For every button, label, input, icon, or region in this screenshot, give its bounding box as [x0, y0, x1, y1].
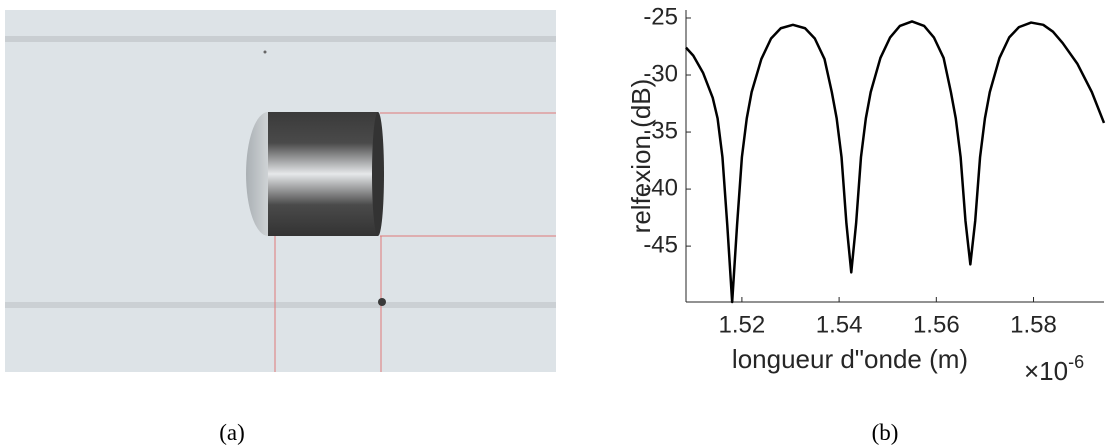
caption: (a) — [219, 420, 245, 445]
x-tick-label: 1.54 — [816, 311, 863, 338]
x-tick-label: 1.58 — [1010, 311, 1057, 338]
y-tick-label: -30 — [643, 60, 678, 87]
caption: (b) — [872, 420, 899, 445]
x-tick-label: 1.52 — [719, 311, 766, 338]
x-multiplier-power: -6 — [1068, 352, 1084, 372]
y-tick-label: -45 — [643, 231, 678, 258]
y-axis-label: relfexion (dB) — [626, 79, 656, 234]
x-multiplier: ×10-6 — [1024, 352, 1084, 386]
y-tick-label: -25 — [643, 3, 678, 30]
x-axis-label: longueur d"onde (m) — [732, 344, 968, 374]
y-tick-label: -35 — [643, 117, 678, 144]
data-line — [685, 20, 1106, 304]
x-tick-label: 1.56 — [913, 311, 960, 338]
x-multiplier-base: ×10 — [1024, 356, 1068, 386]
photo — [5, 10, 556, 372]
y-tick-label: -40 — [643, 174, 678, 201]
